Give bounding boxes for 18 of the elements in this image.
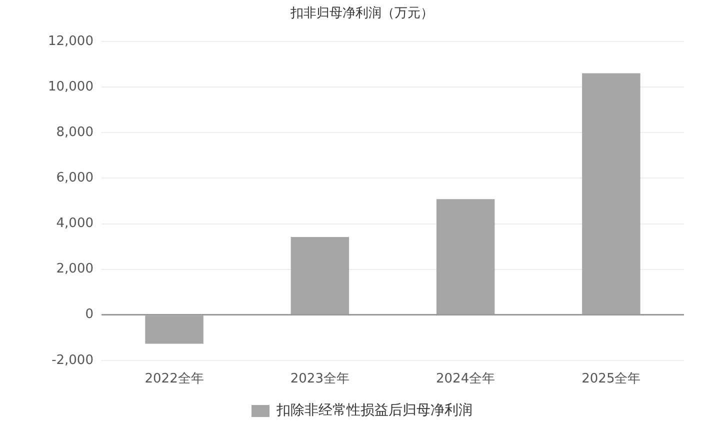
x-tick-label: 2022全年 <box>144 372 204 387</box>
legend-label: 扣除非经常性损益后归母净利润 <box>276 402 472 419</box>
y-tick-label: 2,000 <box>56 262 94 277</box>
y-tick-label: 8,000 <box>56 125 94 140</box>
x-tick-label: 2023全年 <box>290 372 350 387</box>
y-tick-label: 4,000 <box>56 216 94 232</box>
bar <box>582 73 640 314</box>
x-tick-label: 2024全年 <box>436 372 496 387</box>
y-tick-label: -2,000 <box>52 352 94 368</box>
chart-title: 扣非归母净利润（万元） <box>290 6 434 22</box>
y-tick-label: 12,000 <box>48 34 94 49</box>
bar <box>290 236 350 314</box>
bar <box>145 316 204 344</box>
x-tick-label: 2025全年 <box>582 372 641 387</box>
bar <box>436 199 495 314</box>
y-tick-label: 10,000 <box>48 80 94 95</box>
y-tick-label: 6,000 <box>56 170 94 186</box>
y-tick-label: 0 <box>85 307 94 322</box>
